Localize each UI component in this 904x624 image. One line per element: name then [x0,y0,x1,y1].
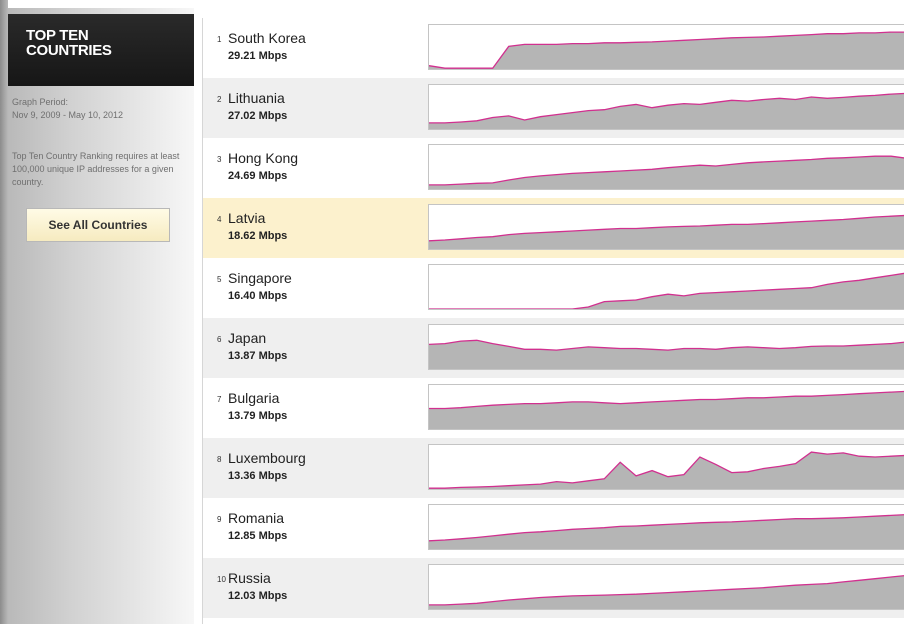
sparkline-area [429,340,904,369]
sparkline-svg [429,390,904,429]
speed-trend-graph [428,384,904,430]
sparkline-line [429,92,904,124]
section-title-box: TOP TEN COUNTRIES [8,14,194,86]
country-name[interactable]: South Korea [228,30,306,46]
sparkline-line [429,451,904,489]
sparkline-svg [429,575,904,609]
country-name[interactable]: Japan [228,330,267,346]
country-row[interactable]: 3 Hong Kong 24.69 Mbps [203,138,904,198]
country-row[interactable]: 4 Latvia 18.62 Mbps [203,198,904,258]
country-speed: 13.87 Mbps [228,350,288,362]
sparkline-line [429,31,904,69]
country-name[interactable]: Singapore [228,270,292,286]
country-name[interactable]: Russia [228,570,271,586]
country-rank: 3 [217,155,222,164]
country-rank: 8 [217,455,222,464]
country-speed: 13.36 Mbps [228,470,288,482]
country-row[interactable]: 1 South Korea 29.21 Mbps [203,18,904,78]
sparkline-svg [429,214,904,249]
country-row[interactable]: 6 Japan 13.87 Mbps [203,318,904,378]
sparkline-svg [429,155,904,189]
speed-trend-graph [428,444,904,490]
sparkline-line [429,575,904,606]
country-row[interactable]: 10 Russia 12.03 Mbps [203,558,904,618]
sidebar: TOP TEN COUNTRIES Graph Period: Nov 9, 2… [8,8,194,624]
speed-trend-graph [428,144,904,190]
country-row[interactable]: 5 Singapore 16.40 Mbps [203,258,904,318]
country-speed: 12.85 Mbps [228,530,288,542]
sparkline-area [429,514,904,549]
sparkline-area [429,215,904,249]
sparkline-area [429,452,904,489]
ranking-note: Top Ten Country Ranking requires at leas… [12,151,180,187]
country-rank: 2 [217,95,222,104]
country-speed: 29.21 Mbps [228,50,288,62]
sparkline-area [429,93,904,129]
sparkline-line [429,272,904,309]
country-speed: 24.69 Mbps [228,170,288,182]
sparkline-svg [429,514,904,549]
country-rank: 5 [217,275,222,284]
graph-period-label: Graph Period: [12,97,69,107]
country-name[interactable]: Luxembourg [228,450,306,466]
sparkline-line [429,339,904,351]
speed-trend-graph [428,264,904,310]
country-row[interactable]: 8 Luxembourg 13.36 Mbps [203,438,904,498]
sparkline-svg [429,272,904,309]
country-row[interactable]: 2 Lithuania 27.02 Mbps [203,78,904,138]
country-speed: 16.40 Mbps [228,290,288,302]
sparkline-area [429,156,904,189]
country-row[interactable]: 7 Bulgaria 13.79 Mbps [203,378,904,438]
country-ranking-list: 1 South Korea 29.21 Mbps 2 Lithuania 27.02 Mb… [202,18,904,624]
speed-trend-graph [428,84,904,130]
speed-trend-graph [428,564,904,610]
graph-period-value: Nov 9, 2009 - May 10, 2012 [12,110,124,120]
country-name[interactable]: Latvia [228,210,266,226]
section-title: TOP TEN COUNTRIES [26,27,112,59]
window-edge [0,0,8,624]
sparkline-area [429,273,904,309]
sparkline-area [429,391,904,429]
country-rank: 9 [217,515,222,524]
country-name[interactable]: Lithuania [228,90,285,106]
graph-period: Graph Period: Nov 9, 2009 - May 10, 2012 [12,96,123,122]
country-row[interactable]: 9 Romania 12.85 Mbps [203,498,904,558]
see-all-countries-button[interactable]: See All Countries [26,208,170,242]
sparkline-svg [429,92,904,129]
country-rank: 4 [217,215,222,224]
country-speed: 27.02 Mbps [228,110,288,122]
sparkline-area [429,575,904,609]
sparkline-line [429,214,904,242]
country-name[interactable]: Bulgaria [228,390,280,406]
country-rank: 7 [217,395,222,404]
speed-trend-graph [428,324,904,370]
country-speed: 12.03 Mbps [228,590,288,602]
sparkline-line [429,155,904,186]
sparkline-svg [429,451,904,489]
country-rank: 1 [217,35,222,44]
country-speed: 13.79 Mbps [228,410,288,422]
country-rank: 10 [217,575,226,584]
sparkline-line [429,390,904,410]
speed-trend-graph [428,24,904,70]
speed-trend-graph [428,204,904,250]
sparkline-svg [429,339,904,369]
sparkline-area [429,32,904,69]
country-rank: 6 [217,335,222,344]
country-name[interactable]: Romania [228,510,285,526]
speed-trend-graph [428,504,904,550]
sparkline-line [429,514,904,542]
sparkline-svg [429,31,904,69]
country-name[interactable]: Hong Kong [228,150,299,166]
country-speed: 18.62 Mbps [228,230,288,242]
